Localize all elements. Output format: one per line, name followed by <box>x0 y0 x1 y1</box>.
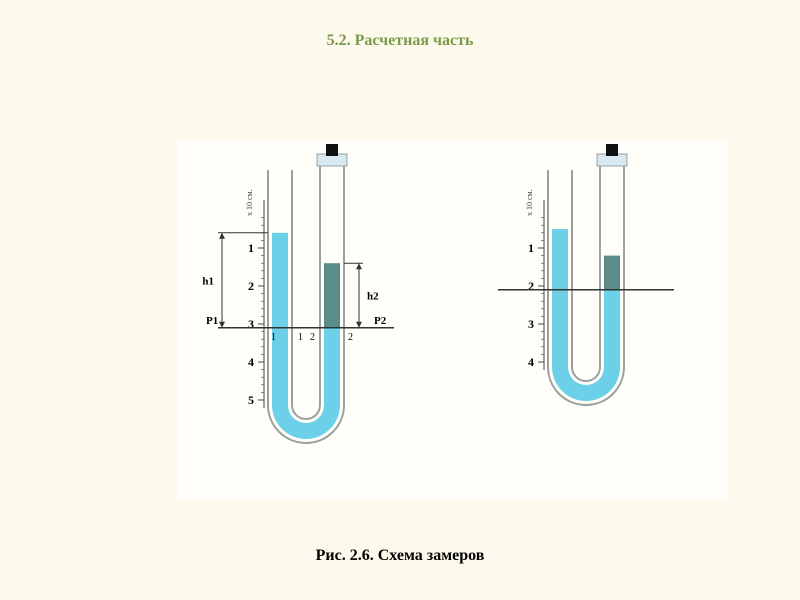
svg-text:5: 5 <box>248 393 254 407</box>
svg-text:h2: h2 <box>367 291 379 303</box>
svg-text:3: 3 <box>528 317 534 331</box>
svg-text:4: 4 <box>528 355 534 369</box>
svg-text:2: 2 <box>348 332 353 343</box>
section-title: 5.2. Расчетная часть <box>327 32 474 50</box>
svg-text:P1: P1 <box>206 315 218 327</box>
svg-text:4: 4 <box>248 355 254 369</box>
svg-text:h1: h1 <box>202 275 214 287</box>
figure-caption: Рис. 2.6. Схема замеров <box>316 547 485 565</box>
svg-text:1: 1 <box>248 241 254 255</box>
svg-text:3: 3 <box>248 317 254 331</box>
svg-text:х 10 см.: х 10 см. <box>525 189 534 216</box>
svg-text:1: 1 <box>298 332 303 343</box>
svg-text:2: 2 <box>528 279 534 293</box>
svg-text:P2: P2 <box>374 315 387 327</box>
diagram-area: х 10 см.12345P1P21122h1h2х 10 см.1234 <box>178 140 728 500</box>
svg-text:2: 2 <box>248 279 254 293</box>
svg-text:х 10 см.: х 10 см. <box>245 189 254 216</box>
svg-text:1: 1 <box>528 241 534 255</box>
manometer-diagram-svg: х 10 см.12345P1P21122h1h2х 10 см.1234 <box>178 140 728 500</box>
svg-text:2: 2 <box>310 332 315 343</box>
svg-text:1: 1 <box>271 332 276 343</box>
